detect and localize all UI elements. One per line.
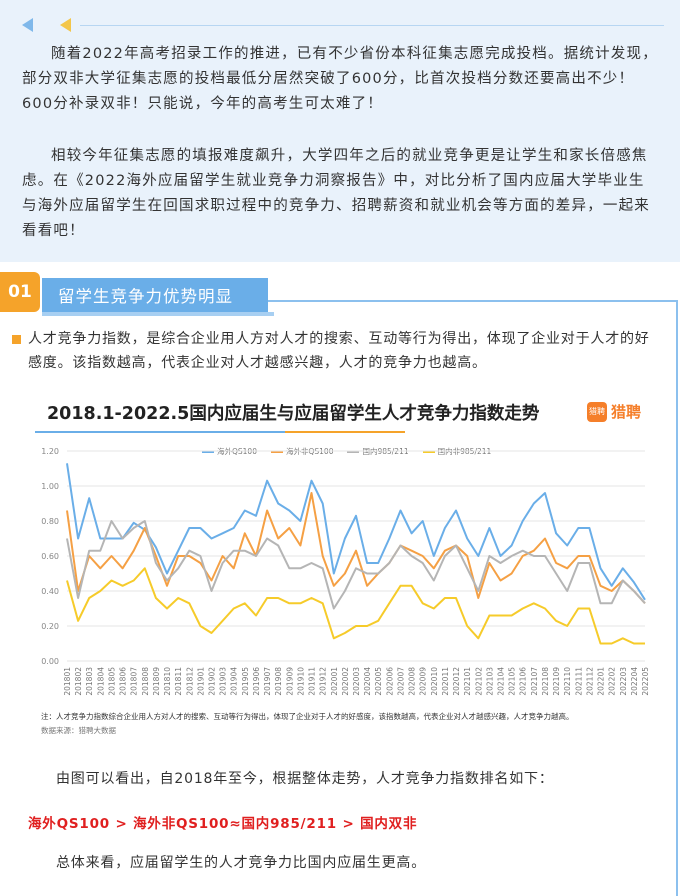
x-tick-label: 201902 (208, 667, 217, 696)
x-tick-label: 201904 (230, 667, 239, 696)
x-tick-label: 202010 (430, 667, 439, 696)
divider (80, 25, 664, 26)
line-chart: 0.00 0.20 0.40 0.60 0.80 1.00 1.20 201801 201802… (41, 447, 650, 696)
section-border-top (268, 300, 678, 302)
x-tick-label: 202103 (485, 667, 494, 696)
conclusion-summary: 总体来看，应届留学生的人才竞争力比国内应届生更高。 (56, 855, 426, 871)
liepin-logo: 猎聘 猎聘 (587, 401, 641, 422)
x-tick-label: 202104 (497, 667, 506, 696)
section-border-right (676, 300, 678, 896)
x-tick-label: 201907 (263, 667, 272, 696)
intro-paragraph-2: 相较今年征集志愿的填报难度飙升，大学四年之后的就业竞争更是让学生和家长倍感焦虑。… (22, 148, 650, 239)
x-tick-label: 202012 (452, 667, 461, 696)
section-title: 留学生竞争力优势明显 (42, 278, 268, 312)
x-tick-label: 201802 (74, 667, 83, 696)
y-tick-label: 1.00 (41, 482, 59, 491)
x-tick-label: 201912 (319, 667, 328, 696)
triangle-left-icon (22, 18, 33, 32)
x-tick-label: 202203 (619, 667, 628, 696)
chart-title-underline-orange (285, 431, 405, 433)
x-tick-label: 202101 (463, 667, 472, 696)
x-tick-label: 201812 (185, 667, 194, 696)
x-tick-label: 202008 (408, 667, 417, 696)
triangle-left-icon-yellow (60, 18, 71, 32)
intro-box (0, 0, 680, 262)
x-tick-label: 202007 (396, 667, 405, 696)
x-tick-label: 202002 (341, 667, 350, 696)
x-tick-label: 202009 (419, 667, 428, 696)
x-tick-label: 201809 (152, 667, 161, 696)
x-tick-label: 202112 (585, 667, 594, 696)
x-tick-label: 202109 (552, 667, 561, 696)
x-tick-label: 202205 (641, 667, 650, 696)
chart-note: 注：人才竞争力指数综合企业用人方对人才的搜索、互动等行为得出，体现了企业对于人才… (41, 712, 574, 721)
y-tick-label: 1.20 (41, 447, 59, 456)
liepin-logo-icon: 猎聘 (587, 401, 607, 422)
y-tick-label: 0.20 (41, 622, 59, 631)
conclusion-lead: 由图可以看出，自2018年至今，根据整体走势，人才竞争力指数排名如下： (56, 771, 554, 787)
liepin-logo-text: 猎聘 (611, 403, 642, 421)
y-tick-label: 0.80 (41, 517, 59, 526)
series-line-3 (66, 520, 646, 610)
x-tick-label: 201803 (85, 667, 94, 696)
y-tick-label: 0.00 (41, 657, 59, 666)
x-tick-label: 202107 (530, 667, 539, 696)
x-tick-label: 201804 (96, 667, 105, 696)
x-tick-label: 201801 (63, 667, 72, 696)
x-tick-label: 201906 (252, 667, 261, 696)
x-tick-label: 201911 (308, 667, 317, 696)
bullet-square-icon (12, 335, 21, 344)
chart-card: 2018.1-2022.5国内应届生与应届留学生人才竞争力指数走势 猎聘 猎聘 … (27, 388, 661, 747)
x-tick-label: 202004 (363, 667, 372, 696)
series-line-2 (66, 492, 646, 604)
x-tick-label: 201811 (174, 667, 183, 696)
x-tick-label: 202001 (330, 667, 339, 696)
x-tick-label: 201806 (119, 667, 128, 696)
x-tick-label: 202202 (608, 667, 617, 696)
chart-title-underline-blue (35, 431, 285, 433)
y-tick-label: 0.60 (41, 552, 59, 561)
chart-source: 数据来源：猎聘大数据 (41, 726, 116, 735)
x-tick-label: 201901 (196, 667, 205, 696)
x-tick-label: 202204 (630, 667, 639, 696)
x-tick-label: 201807 (130, 667, 139, 696)
section-description: 人才竞争力指数，是综合企业用人方对人才的搜索、互动等行为得出，体现了企业对于人才… (28, 331, 650, 371)
x-tick-label: 202106 (519, 667, 528, 696)
x-tick-label: 201810 (163, 667, 172, 696)
x-tick-label: 201905 (241, 667, 250, 696)
x-tick-label: 202102 (474, 667, 483, 696)
x-tick-label: 201903 (219, 667, 228, 696)
x-tick-label: 201805 (107, 667, 116, 696)
chart-title: 2018.1-2022.5国内应届生与应届留学生人才竞争力指数走势 (47, 404, 540, 424)
x-tick-label: 201908 (274, 667, 283, 696)
x-tick-label: 202110 (563, 667, 572, 696)
x-tick-label: 202108 (541, 667, 550, 696)
series-line-1 (66, 463, 646, 601)
series-line-4 (66, 567, 645, 645)
x-tick-label: 202006 (385, 667, 394, 696)
y-tick-label: 0.40 (41, 587, 59, 596)
section-title-underline (42, 312, 274, 316)
x-tick-label: 201909 (285, 667, 294, 696)
x-tick-label: 201910 (296, 667, 305, 696)
x-tick-label: 201808 (141, 667, 150, 696)
ranking-text: 海外QS100 > 海外非QS100≈国内985/211 > 国内双非 (28, 816, 418, 832)
x-tick-label: 202111 (574, 667, 583, 696)
x-tick-label: 202003 (352, 667, 361, 696)
section-number-badge: 01 (0, 272, 40, 312)
x-tick-label: 202011 (441, 667, 450, 696)
x-tick-label: 202105 (508, 667, 517, 696)
x-tick-label: 202201 (597, 667, 606, 696)
x-tick-label: 202005 (374, 667, 383, 696)
intro-paragraph-1: 随着2022年高考招录工作的推进，已有不少省份本科征集志愿完成投档。据统计发现，… (22, 46, 658, 112)
